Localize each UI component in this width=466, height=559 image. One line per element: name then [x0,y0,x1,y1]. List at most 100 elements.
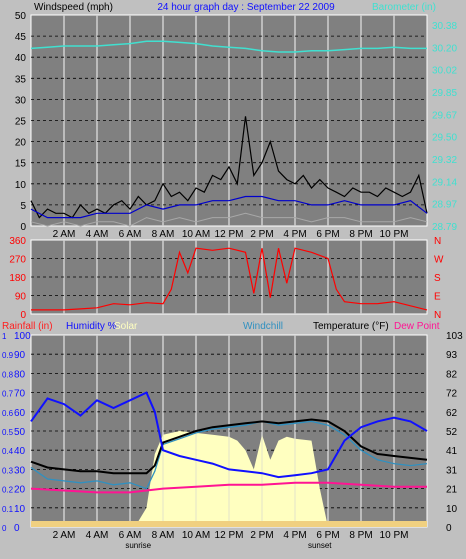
x-tick-label: 6 AM [119,229,142,240]
temperature-y-tick: 52 [446,427,458,438]
temperature-y-tick: 0 [446,523,452,534]
legend-entry: Humidity % [66,321,117,332]
temperature-y-tick: 62 [446,408,458,419]
humidity-y-tick: 80 [14,369,26,380]
barometer-y-tick: 28.97 [432,200,457,211]
windspeed-y-tick: 20 [15,138,27,149]
temperature-y-tick: 10 [446,504,458,515]
legend-entry: Solar [114,321,138,332]
direction-y-tick: 0 [20,310,26,321]
x-tick-label: 2 AM [53,229,76,240]
x-tick-label: 8 AM [152,530,175,541]
x-tick-label: 12 PM [215,229,244,240]
direction-y-tick: 270 [9,255,26,266]
barometer-axis-label: Barometer (in) [372,2,436,13]
temperature-y-tick: 31 [446,465,458,476]
x-tick-label: 10 PM [380,229,409,240]
windspeed-y-tick: 10 [15,180,27,191]
x-tick-label: 4 PM [283,229,306,240]
barometer-y-tick: 29.67 [432,110,457,121]
x-tick-label: 6 AM [119,530,142,541]
x-tick-label: 4 AM [86,530,109,541]
rain-y-tick: 0.7 [2,390,14,399]
rain-y-tick: 0.5 [2,428,14,437]
direction-y-tick: 360 [9,236,26,247]
windspeed-y-tick: 50 [15,11,27,22]
rain-y-tick: 1 [2,332,7,341]
x-tick-label: 6 PM [316,229,339,240]
barometer-y-tick: 29.14 [432,177,457,188]
windspeed-y-tick: 25 [15,117,27,128]
windspeed-y-tick: 0 [20,222,26,233]
compass-label: N [434,236,441,247]
rain-y-tick: 0.4 [2,447,14,456]
legend-entry: Rainfall (in) [2,321,53,332]
barometer-y-tick: 29.85 [432,88,457,99]
windspeed-y-tick: 30 [15,95,27,106]
rain-y-tick: 0.1 [2,505,14,514]
barometer-y-tick: 30.20 [432,43,457,54]
windspeed-line [30,116,428,219]
x-tick-label: 2 PM [250,530,273,541]
barometer-y-tick: 28.79 [432,222,457,233]
windspeed-y-tick: 15 [15,159,27,170]
rain-y-tick: 0.3 [2,466,14,475]
x-tick-label: 2 PM [250,229,273,240]
x-tick-label: 10 AM [182,530,210,541]
temperature-y-tick: 21 [446,485,458,496]
direction-line [31,247,428,311]
humidity-y-tick: 10 [14,504,26,515]
humidity-y-tick: 50 [14,427,26,438]
sunset-label: sunset [308,541,332,550]
rain-y-tick: 0.9 [2,351,14,360]
windspeed-y-tick: 5 [20,201,26,212]
legend-entry: Dew Point [394,321,440,332]
compass-label: W [434,255,444,266]
dewpoint-line [30,481,427,494]
barometer-y-tick: 30.38 [432,21,457,32]
x-tick-label: 12 PM [215,530,244,541]
humidity-y-tick: 0 [14,523,20,534]
rain-y-tick: 0.2 [2,486,14,495]
humidity-y-tick: 20 [14,485,26,496]
compass-label: N [434,310,441,321]
x-tick-label: 8 PM [349,229,372,240]
x-tick-label: 6 PM [316,530,339,541]
x-tick-label: 4 PM [283,530,306,541]
humidity-y-tick: 70 [14,389,26,400]
windchill-line [30,420,428,490]
x-tick-label: 2 AM [53,530,76,541]
rain-y-tick: 0.8 [2,370,14,379]
rain-y-tick: 0.6 [2,409,14,418]
graph-title: 24 hour graph day : September 22 2009 [157,2,335,13]
humidity-line [30,391,428,479]
temperature-y-tick: 72 [446,389,458,400]
windspeed-y-tick: 35 [15,74,27,85]
legend-strip [0,318,466,332]
direction-y-tick: 180 [9,273,26,284]
windspeed-axis-label: Windspeed (mph) [34,2,113,13]
direction-y-tick: 90 [15,292,27,303]
legend-entry: Windchill [243,321,283,332]
temperature-y-tick: 103 [446,331,463,342]
temperature-y-tick: 82 [446,369,458,380]
temperature-y-tick: 93 [446,350,458,361]
x-tick-label: 8 PM [349,530,372,541]
humidity-y-tick: 40 [14,446,26,457]
rain-y-tick: 0 [2,524,7,533]
humidity-y-tick: 30 [14,465,26,476]
temperature-y-tick: 41 [446,446,458,457]
sunrise-label: sunrise [125,541,151,550]
humidity-y-tick: 100 [14,331,31,342]
x-tick-label: 10 PM [380,530,409,541]
windspeed-avg-line [30,195,428,219]
rainfall-bar [31,521,427,527]
windspeed-y-tick: 40 [15,53,27,64]
compass-label: E [434,292,441,303]
barometer-y-tick: 29.50 [432,133,457,144]
barometer-y-tick: 30.02 [432,66,457,77]
humidity-y-tick: 90 [14,350,26,361]
legend-entry: Temperature (°F) [313,321,389,332]
x-tick-label: 10 AM [182,229,210,240]
temperature-line [30,418,428,475]
